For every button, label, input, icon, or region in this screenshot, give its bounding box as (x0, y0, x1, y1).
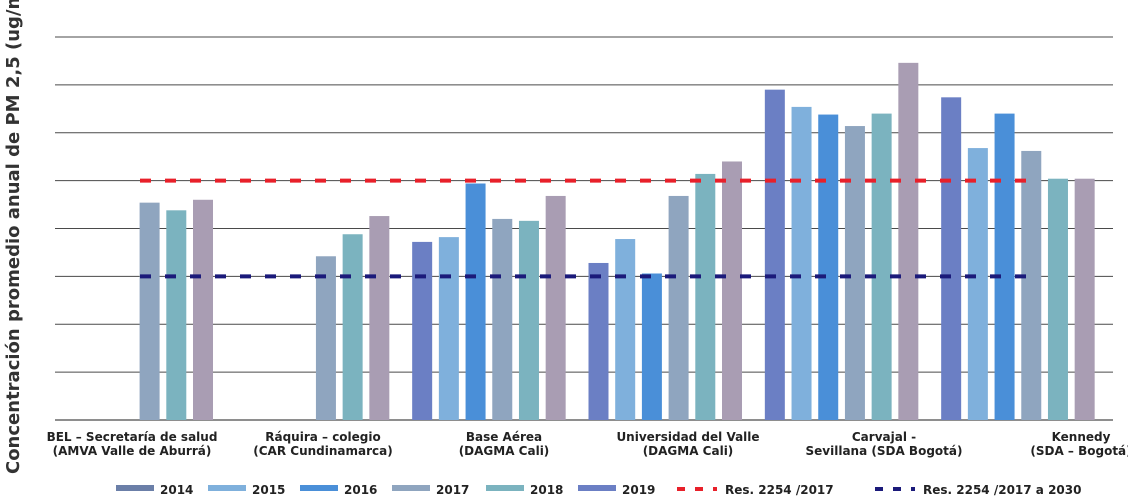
legend-item: Res. 2254 /2017 a 2030 (875, 483, 1081, 497)
bar (898, 62, 919, 420)
legend-item: 2018 (486, 483, 563, 497)
legend-item: 2014 (116, 483, 193, 497)
bar (588, 262, 609, 420)
legend: 2014 2015 2016 2017 2018 2019 Res. 2254 /2017 R… (116, 483, 1081, 497)
bar (342, 234, 363, 420)
legend-item: 2015 (208, 483, 285, 497)
category-labels: BEL – Secretaría de salud (AMVA Valle de … (47, 430, 1128, 458)
bar (615, 239, 636, 420)
legend-label: Res. 2254 /2017 (725, 483, 834, 497)
bar (994, 113, 1015, 420)
category-label: Base Aérea (DAGMA Cali) (459, 430, 550, 458)
bar (545, 195, 566, 420)
legend-swatch (300, 485, 338, 491)
legend-item: Res. 2254 /2017 (677, 483, 834, 497)
bar (818, 114, 839, 421)
bar (315, 256, 336, 420)
category-label: Kennedy (SDA – Bogotá) (1030, 430, 1128, 458)
bar (722, 161, 742, 420)
y-axis-label: Concentración promedio anual de PM 2,5 (… (3, 0, 24, 474)
bar (1047, 178, 1068, 420)
bar (668, 195, 689, 420)
bar (518, 220, 539, 420)
legend-item: 2016 (300, 483, 377, 497)
legend-label: Res. 2254 /2017 a 2030 (923, 483, 1081, 497)
bar (492, 218, 513, 420)
bars (139, 62, 1095, 421)
category-label: Carvajal -Sevillana (SDA Bogotá) (806, 430, 963, 458)
bar (166, 210, 187, 420)
legend-label: 2019 (622, 483, 655, 497)
bar (1074, 178, 1095, 420)
gridlines (55, 36, 1113, 421)
bar (941, 97, 962, 420)
bar (791, 106, 812, 421)
legend-label: 2014 (160, 483, 193, 497)
legend-label: 2018 (530, 483, 563, 497)
category-label: Ráquira – colegio (CAR Cundinamarca) (253, 430, 392, 458)
bar (967, 148, 988, 420)
bar (1021, 150, 1042, 420)
legend-swatch (392, 485, 430, 491)
legend-label: 2015 (252, 483, 285, 497)
legend-swatch (208, 485, 246, 491)
bar (871, 113, 892, 420)
bar (369, 216, 390, 420)
bar (193, 199, 213, 420)
legend-item: 2019 (578, 483, 655, 497)
bar (438, 237, 459, 420)
category-label: BEL – Secretaría de salud (AMVA Valle de … (47, 430, 218, 458)
bar (844, 126, 865, 421)
legend-item: 2017 (392, 483, 469, 497)
bar (139, 202, 160, 420)
legend-swatch (116, 485, 154, 491)
bar (412, 241, 433, 420)
bar (641, 273, 662, 420)
bar (465, 183, 486, 420)
category-label: Universidad del Valle (DAGMA Cali) (616, 430, 759, 458)
bar (695, 173, 716, 420)
legend-swatch (578, 485, 616, 491)
bar (764, 89, 785, 420)
legend-label: 2016 (344, 483, 377, 497)
legend-label: 2017 (436, 483, 469, 497)
legend-swatch (486, 485, 524, 491)
